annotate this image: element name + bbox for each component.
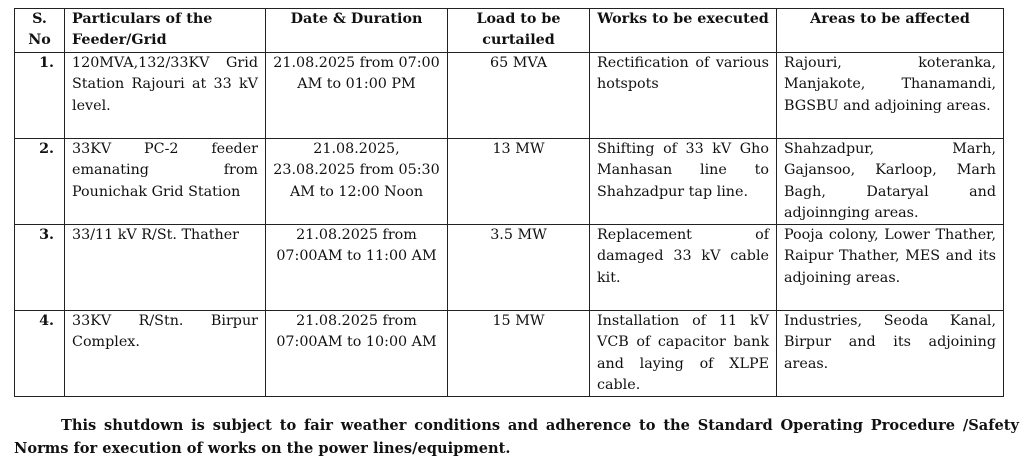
cell-load: 65 MVA bbox=[447, 52, 590, 139]
cell-date: 21.08.2025 from 07:00AM to 11:00 AM bbox=[265, 224, 448, 312]
cell-feeder: 33KV R/Stn. Birpur Complex. bbox=[64, 310, 266, 398]
shutdown-note: This shutdown is subject to fair weather… bbox=[14, 414, 1019, 460]
cell-load: 15 MW bbox=[447, 310, 590, 398]
header-date: Date & Duration bbox=[265, 8, 448, 53]
table-row: 1. 120MVA,132/33KV Grid Station Rajouri a… bbox=[14, 52, 1004, 139]
table-row: 2. 33KV PC-2 feeder emanating from Pounic… bbox=[14, 137, 1004, 226]
cell-sno: 1. bbox=[14, 52, 65, 139]
header-sno: S. No bbox=[14, 8, 65, 53]
cell-date: 21.08.2025, 23.08.2025 from 05:30 AM to … bbox=[265, 137, 448, 226]
header-areas: Areas to be affected bbox=[776, 8, 1004, 53]
cell-areas: Industries, Seoda Kanal, Birpur and its … bbox=[776, 310, 1004, 398]
table-header-row: S. No Particulars of the Feeder/Grid Dat… bbox=[14, 8, 1004, 53]
header-feeder: Particulars of the Feeder/Grid bbox=[64, 8, 266, 53]
cell-sno: 4. bbox=[14, 310, 65, 398]
cell-works: Replacement of damaged 33 kV cable kit. bbox=[589, 224, 777, 312]
table-row: 4. 33KV R/Stn. Birpur Complex. 21.08.2025 … bbox=[14, 310, 1004, 398]
cell-load: 3.5 MW bbox=[447, 224, 590, 312]
cell-date: 21.08.2025 from 07:00 AM to 01:00 PM bbox=[265, 52, 448, 139]
cell-feeder: 33/11 kV R/St. Thather bbox=[64, 224, 266, 312]
cell-load: 13 MW bbox=[447, 137, 590, 226]
cell-feeder: 33KV PC-2 feeder emanating from Pounicha… bbox=[64, 137, 266, 226]
header-works: Works to be executed bbox=[589, 8, 777, 53]
shutdown-schedule-table: S. No Particulars of the Feeder/Grid Dat… bbox=[14, 8, 1004, 398]
header-load: Load to be curtailed bbox=[447, 8, 590, 53]
cell-areas: Rajouri, koteranka, Manjakote, Thanamand… bbox=[776, 52, 1004, 139]
cell-works: Shifting of 33 kV Gho Manhasan line to S… bbox=[589, 137, 777, 226]
cell-works: Rectification of various hotspots bbox=[589, 52, 777, 139]
note-text: This shutdown is subject to fair weather… bbox=[14, 417, 1019, 457]
cell-date: 21.08.2025 from 07:00AM to 10:00 AM bbox=[265, 310, 448, 398]
cell-areas: Pooja colony, Lower Thather, Raipur That… bbox=[776, 224, 1004, 312]
cell-sno: 2. bbox=[14, 137, 65, 226]
cell-areas: Shahzadpur, Marh, Gajansoo, Karloop, Mar… bbox=[776, 137, 1004, 226]
cell-sno: 3. bbox=[14, 224, 65, 312]
cell-feeder: 120MVA,132/33KV Grid Station Rajouri at … bbox=[64, 52, 266, 139]
table-row: 3. 33/11 kV R/St. Thather 21.08.2025 from … bbox=[14, 224, 1004, 312]
cell-works: Installation of 11 kV VCB of capacitor b… bbox=[589, 310, 777, 398]
